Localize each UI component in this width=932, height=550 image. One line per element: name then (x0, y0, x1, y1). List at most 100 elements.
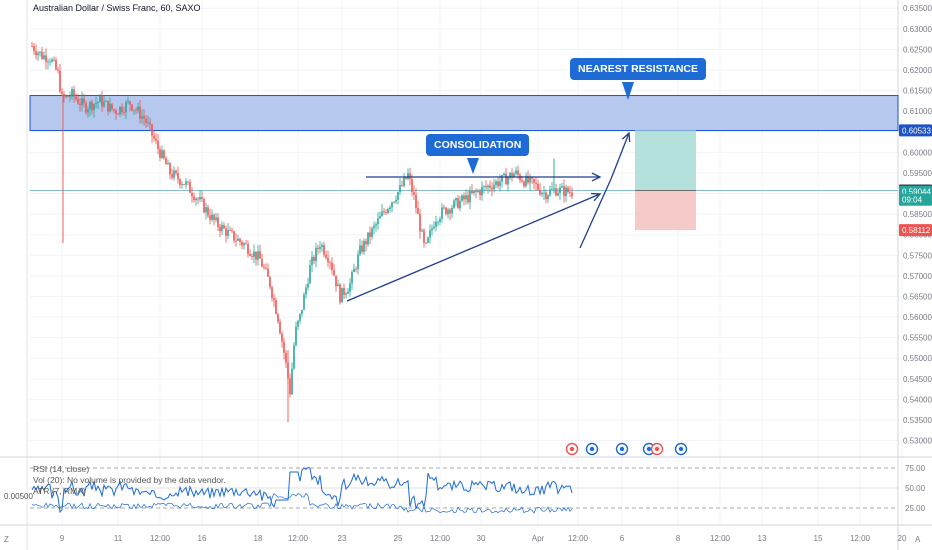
candle-body (59, 70, 61, 92)
candle-body (517, 170, 519, 175)
candle-body (343, 287, 345, 295)
candle-body (521, 180, 523, 182)
candle-body (455, 198, 457, 201)
candle-body (115, 110, 117, 114)
candle-body (353, 268, 355, 272)
candle-body (473, 190, 475, 193)
candle-body (245, 243, 247, 245)
consolidation-callout: CONSOLIDATION (426, 134, 530, 156)
candle-body (237, 238, 239, 241)
candle-body (359, 245, 361, 255)
zoom-toggle[interactable]: Z (4, 535, 9, 544)
candle-body (383, 211, 385, 213)
time-tick-label: 12:00 (568, 534, 589, 543)
candle-body (141, 116, 143, 119)
candle-body (509, 172, 511, 178)
candle-body (167, 163, 169, 165)
candle-body (401, 185, 403, 187)
candle-body (441, 207, 443, 219)
candle-body (39, 51, 41, 53)
price-label-badge (899, 193, 932, 206)
candle-body (301, 309, 303, 314)
vol-indicator-label[interactable]: Vol (20): No volume is provided by the d… (33, 475, 226, 485)
event-marker-dot (569, 446, 575, 452)
candle-body (565, 187, 567, 197)
candle-body (203, 199, 205, 213)
candle-body (423, 230, 425, 243)
candle-body (403, 177, 405, 186)
candle-body (193, 196, 195, 201)
candle-body (139, 106, 141, 119)
time-tick-label: 9 (60, 534, 65, 543)
candle-body (57, 69, 59, 71)
candle-body (181, 184, 183, 186)
time-tick-label: 23 (338, 534, 347, 543)
time-tick-label: 15 (814, 534, 823, 543)
candle-body (393, 201, 395, 203)
price-tick-label: 0.53500 (903, 416, 932, 425)
candle-body (361, 245, 363, 252)
candle-body (549, 189, 551, 196)
candle-body (131, 104, 133, 111)
long-position-tool[interactable] (635, 130, 696, 231)
price-tick-label: 0.55500 (903, 334, 932, 343)
candle-body (43, 55, 45, 59)
time-axis[interactable]: 9 11 12:00 16 18 12:00 23 25 12:00 30 Apr 12:00 6 8 12… (60, 534, 907, 543)
candle-body (189, 181, 191, 193)
candle-body (475, 190, 477, 192)
candle-body (555, 188, 557, 196)
candle-body (297, 320, 299, 327)
candle-body (119, 106, 121, 115)
candle-body (183, 184, 185, 186)
atr-value: 0.00500 (4, 492, 33, 501)
trendlines[interactable] (346, 82, 634, 302)
price-label-text: 0.59044 (902, 188, 931, 197)
time-tick-label: 12:00 (850, 534, 871, 543)
atr-indicator-label[interactable]: ATR (7, RMA) (33, 486, 86, 496)
time-tick-label: 18 (254, 534, 263, 543)
time-tick-label: Apr (532, 534, 545, 543)
loss-zone (635, 190, 696, 231)
rsi-tick-label: 50.00 (905, 484, 926, 493)
resistance-zone (29, 95, 899, 132)
candle-body (377, 218, 379, 225)
candle-body (447, 209, 449, 215)
candle-body (199, 196, 201, 200)
candle-body (149, 122, 151, 125)
projection-arrow-head (621, 131, 631, 143)
candle-body (489, 185, 491, 188)
event-markers[interactable] (565, 442, 688, 456)
price-label-badge (899, 124, 932, 137)
time-tick-label: 12:00 (710, 534, 731, 543)
candle-body (179, 179, 181, 185)
candle-body (453, 200, 455, 208)
candle-body (63, 94, 65, 97)
candle-body (239, 238, 241, 243)
candle-body (449, 209, 451, 214)
price-tick-label: 0.58500 (903, 210, 932, 219)
event-marker-dot (619, 446, 625, 452)
support-trendline-head (590, 192, 602, 202)
candle-body (339, 284, 341, 303)
price-tick-label: 0.56500 (903, 292, 932, 301)
candle-body (153, 135, 155, 139)
candle-body (531, 177, 533, 179)
candle-body (53, 59, 55, 61)
candle-body (325, 254, 327, 258)
price-tick-label: 0.60000 (903, 148, 932, 157)
candle-body (89, 102, 91, 110)
candle-body (431, 228, 433, 231)
rsi-indicator-label[interactable]: RSI (14, close) (33, 464, 90, 474)
auto-scale-toggle[interactable]: A (915, 535, 921, 544)
candle-body (319, 247, 321, 249)
time-tick-label: 6 (620, 534, 625, 543)
candle-body (461, 195, 463, 201)
time-tick-label: 16 (198, 534, 207, 543)
candle-body (471, 190, 473, 193)
candle-body (329, 262, 331, 264)
candle-body (255, 251, 257, 260)
event-marker-dot (654, 446, 660, 452)
candle-body (437, 221, 439, 223)
candle-body (217, 217, 219, 227)
